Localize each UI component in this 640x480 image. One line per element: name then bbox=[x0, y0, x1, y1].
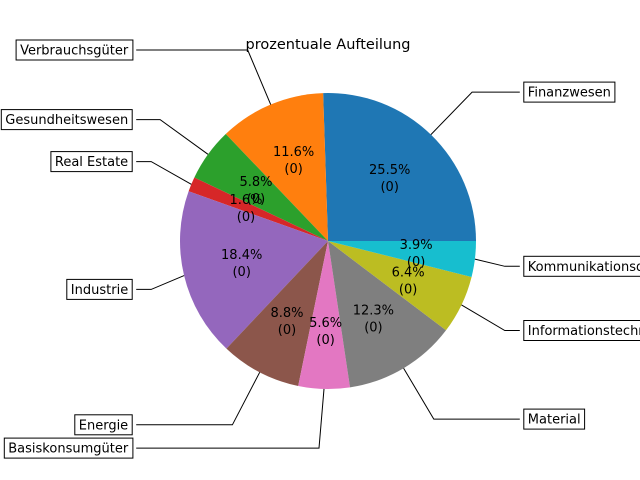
pie-count-label-basiskonsumguter: (0) bbox=[316, 333, 334, 348]
pie-count-label-energie: (0) bbox=[278, 323, 296, 338]
pie-percent-label-material: 12.3% bbox=[353, 303, 394, 318]
pie-slice-informationstechnologie bbox=[328, 241, 472, 331]
label-box-kommunikationsdienste bbox=[523, 255, 640, 277]
category-label-material: Material bbox=[528, 413, 581, 428]
pie-percent-label-energie: 8.8% bbox=[270, 306, 303, 321]
pie-slice-kommunikationsdienste bbox=[328, 241, 476, 277]
category-label-real-estate: Real Estate bbox=[55, 155, 128, 170]
pie-percent-label-informationstechnologie: 6.4% bbox=[392, 265, 425, 280]
pie-slice-material bbox=[328, 241, 447, 388]
category-label-verbrauchsguter: Verbrauchsgüter bbox=[20, 44, 129, 59]
pie-percent-label-verbrauchsguter: 11.6% bbox=[273, 145, 314, 160]
category-label-energie: Energie bbox=[79, 418, 128, 433]
label-box-industrie bbox=[66, 278, 133, 300]
label-leaders bbox=[136, 49, 520, 449]
pie-slices bbox=[180, 92, 476, 390]
label-leader-line-industrie bbox=[136, 275, 185, 290]
pie-count-label-finanzwesen: (0) bbox=[380, 180, 398, 195]
pie-slice-real-estate bbox=[188, 177, 328, 241]
label-leader-line-material bbox=[403, 367, 520, 420]
label-leader-line-basiskonsumguter bbox=[136, 388, 325, 449]
category-label-basiskonsumguter: Basiskonsumgüter bbox=[8, 442, 129, 457]
label-leader-line-verbrauchsguter bbox=[136, 49, 272, 105]
label-box-informationstechnologie bbox=[523, 320, 640, 341]
pie-count-label-kommunikationsdienste: (0) bbox=[407, 255, 425, 270]
pie-percent-label-basiskonsumguter: 5.6% bbox=[309, 316, 342, 331]
pie-slice-finanzwesen bbox=[323, 92, 476, 241]
pie-slice-energie bbox=[226, 241, 328, 386]
percent-labels: 25.5%(0)11.6%(0)5.8%(0)1.6%(0)18.4%(0)8.… bbox=[221, 145, 433, 348]
pie-count-label-real-estate: (0) bbox=[237, 210, 255, 225]
pie-percent-label-kommunikationsdienste: 3.9% bbox=[400, 238, 433, 253]
pie-slice-industrie bbox=[180, 191, 328, 349]
pie-count-label-gesundheitswesen: (0) bbox=[247, 192, 265, 207]
label-box-basiskonsumguter bbox=[3, 437, 134, 459]
chart-title: prozentuale Aufteilung bbox=[246, 37, 411, 53]
label-box-gesundheitswesen bbox=[0, 109, 133, 131]
label-leader-line-gesundheitswesen bbox=[136, 119, 209, 155]
pie-percent-label-finanzwesen: 25.5% bbox=[369, 163, 410, 178]
pie-count-label-informationstechnologie: (0) bbox=[399, 282, 417, 297]
pie-count-label-verbrauchsguter: (0) bbox=[284, 162, 302, 177]
label-leader-line-real-estate bbox=[136, 161, 192, 185]
label-box-finanzwesen bbox=[523, 81, 616, 103]
category-labels: Finanzwesen Verbrauchsgüter Gesundheitswes… bbox=[0, 39, 640, 459]
label-leader-line-kommunikationsdienste bbox=[474, 258, 520, 267]
label-leader-line-informationstechnologie bbox=[461, 304, 520, 331]
pie-count-label-industrie: (0) bbox=[232, 265, 250, 280]
category-label-kommunikationsdienste: Kommunikationsdienste bbox=[528, 260, 640, 275]
category-label-finanzwesen: Finanzwesen bbox=[528, 86, 611, 101]
pie-slice-verbrauchsguter bbox=[225, 93, 328, 241]
pie-slice-gesundheitswesen bbox=[194, 133, 328, 241]
label-leader-line-energie bbox=[136, 372, 261, 426]
category-label-industrie: Industrie bbox=[71, 283, 128, 298]
pie-count-label-material: (0) bbox=[364, 320, 382, 335]
pie-percent-label-gesundheitswesen: 5.8% bbox=[239, 175, 272, 190]
label-box-energie bbox=[74, 414, 133, 436]
label-box-real-estate bbox=[50, 151, 133, 173]
label-leader-line-finanzwesen bbox=[430, 91, 520, 135]
pie-percent-label-industrie: 18.4% bbox=[221, 248, 262, 263]
label-box-material bbox=[523, 408, 586, 430]
pie-slice-basiskonsumguter bbox=[298, 241, 351, 390]
pie-percent-label-real-estate: 1.6% bbox=[229, 193, 262, 208]
label-box-verbrauchsguter bbox=[15, 39, 134, 61]
category-label-gesundheitswesen: Gesundheitswesen bbox=[5, 113, 128, 128]
category-label-informationstechnologie: Informationstechnologie bbox=[528, 324, 640, 339]
